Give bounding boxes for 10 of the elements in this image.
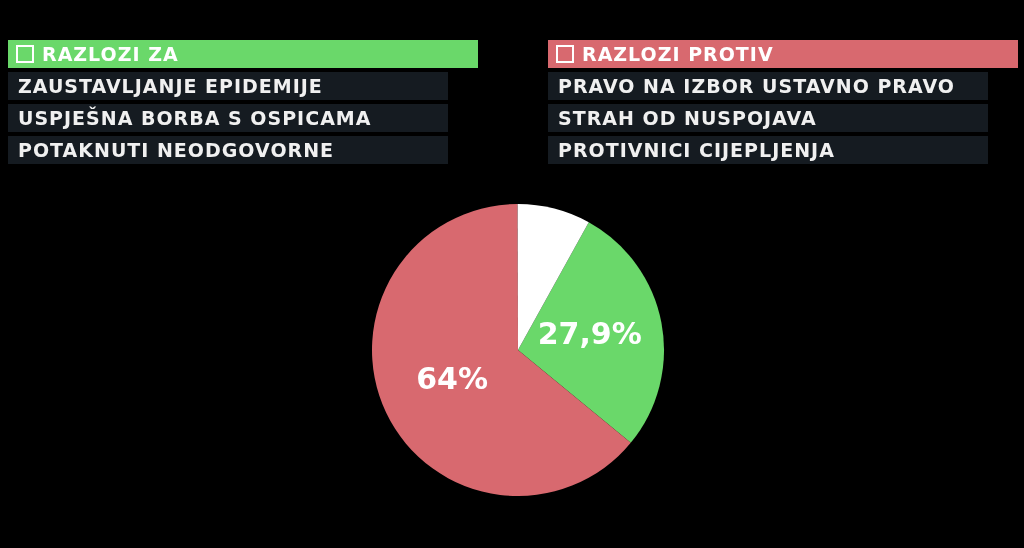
text: POTAKNUTI NEODGOVORNE (8, 136, 448, 164)
text: PROTIVNICI CIJEPLJENJA (548, 136, 988, 164)
text: ZAUSTAVLJANJE EPIDEMIJE (8, 72, 448, 100)
text: USPJEŠNA BORBA S OSPICAMA (8, 104, 448, 132)
text: STRAH OD NUSPOJAVA (548, 104, 988, 132)
data-label: 27,9% (537, 316, 642, 352)
legend-label: RAZLOZI PROTIV (582, 43, 774, 65)
legend-label: RAZLOZI ZA (42, 43, 179, 65)
text: PRAVO NA IZBOR USTAVNO PRAVO (548, 72, 988, 100)
data-label: 64% (416, 361, 488, 397)
